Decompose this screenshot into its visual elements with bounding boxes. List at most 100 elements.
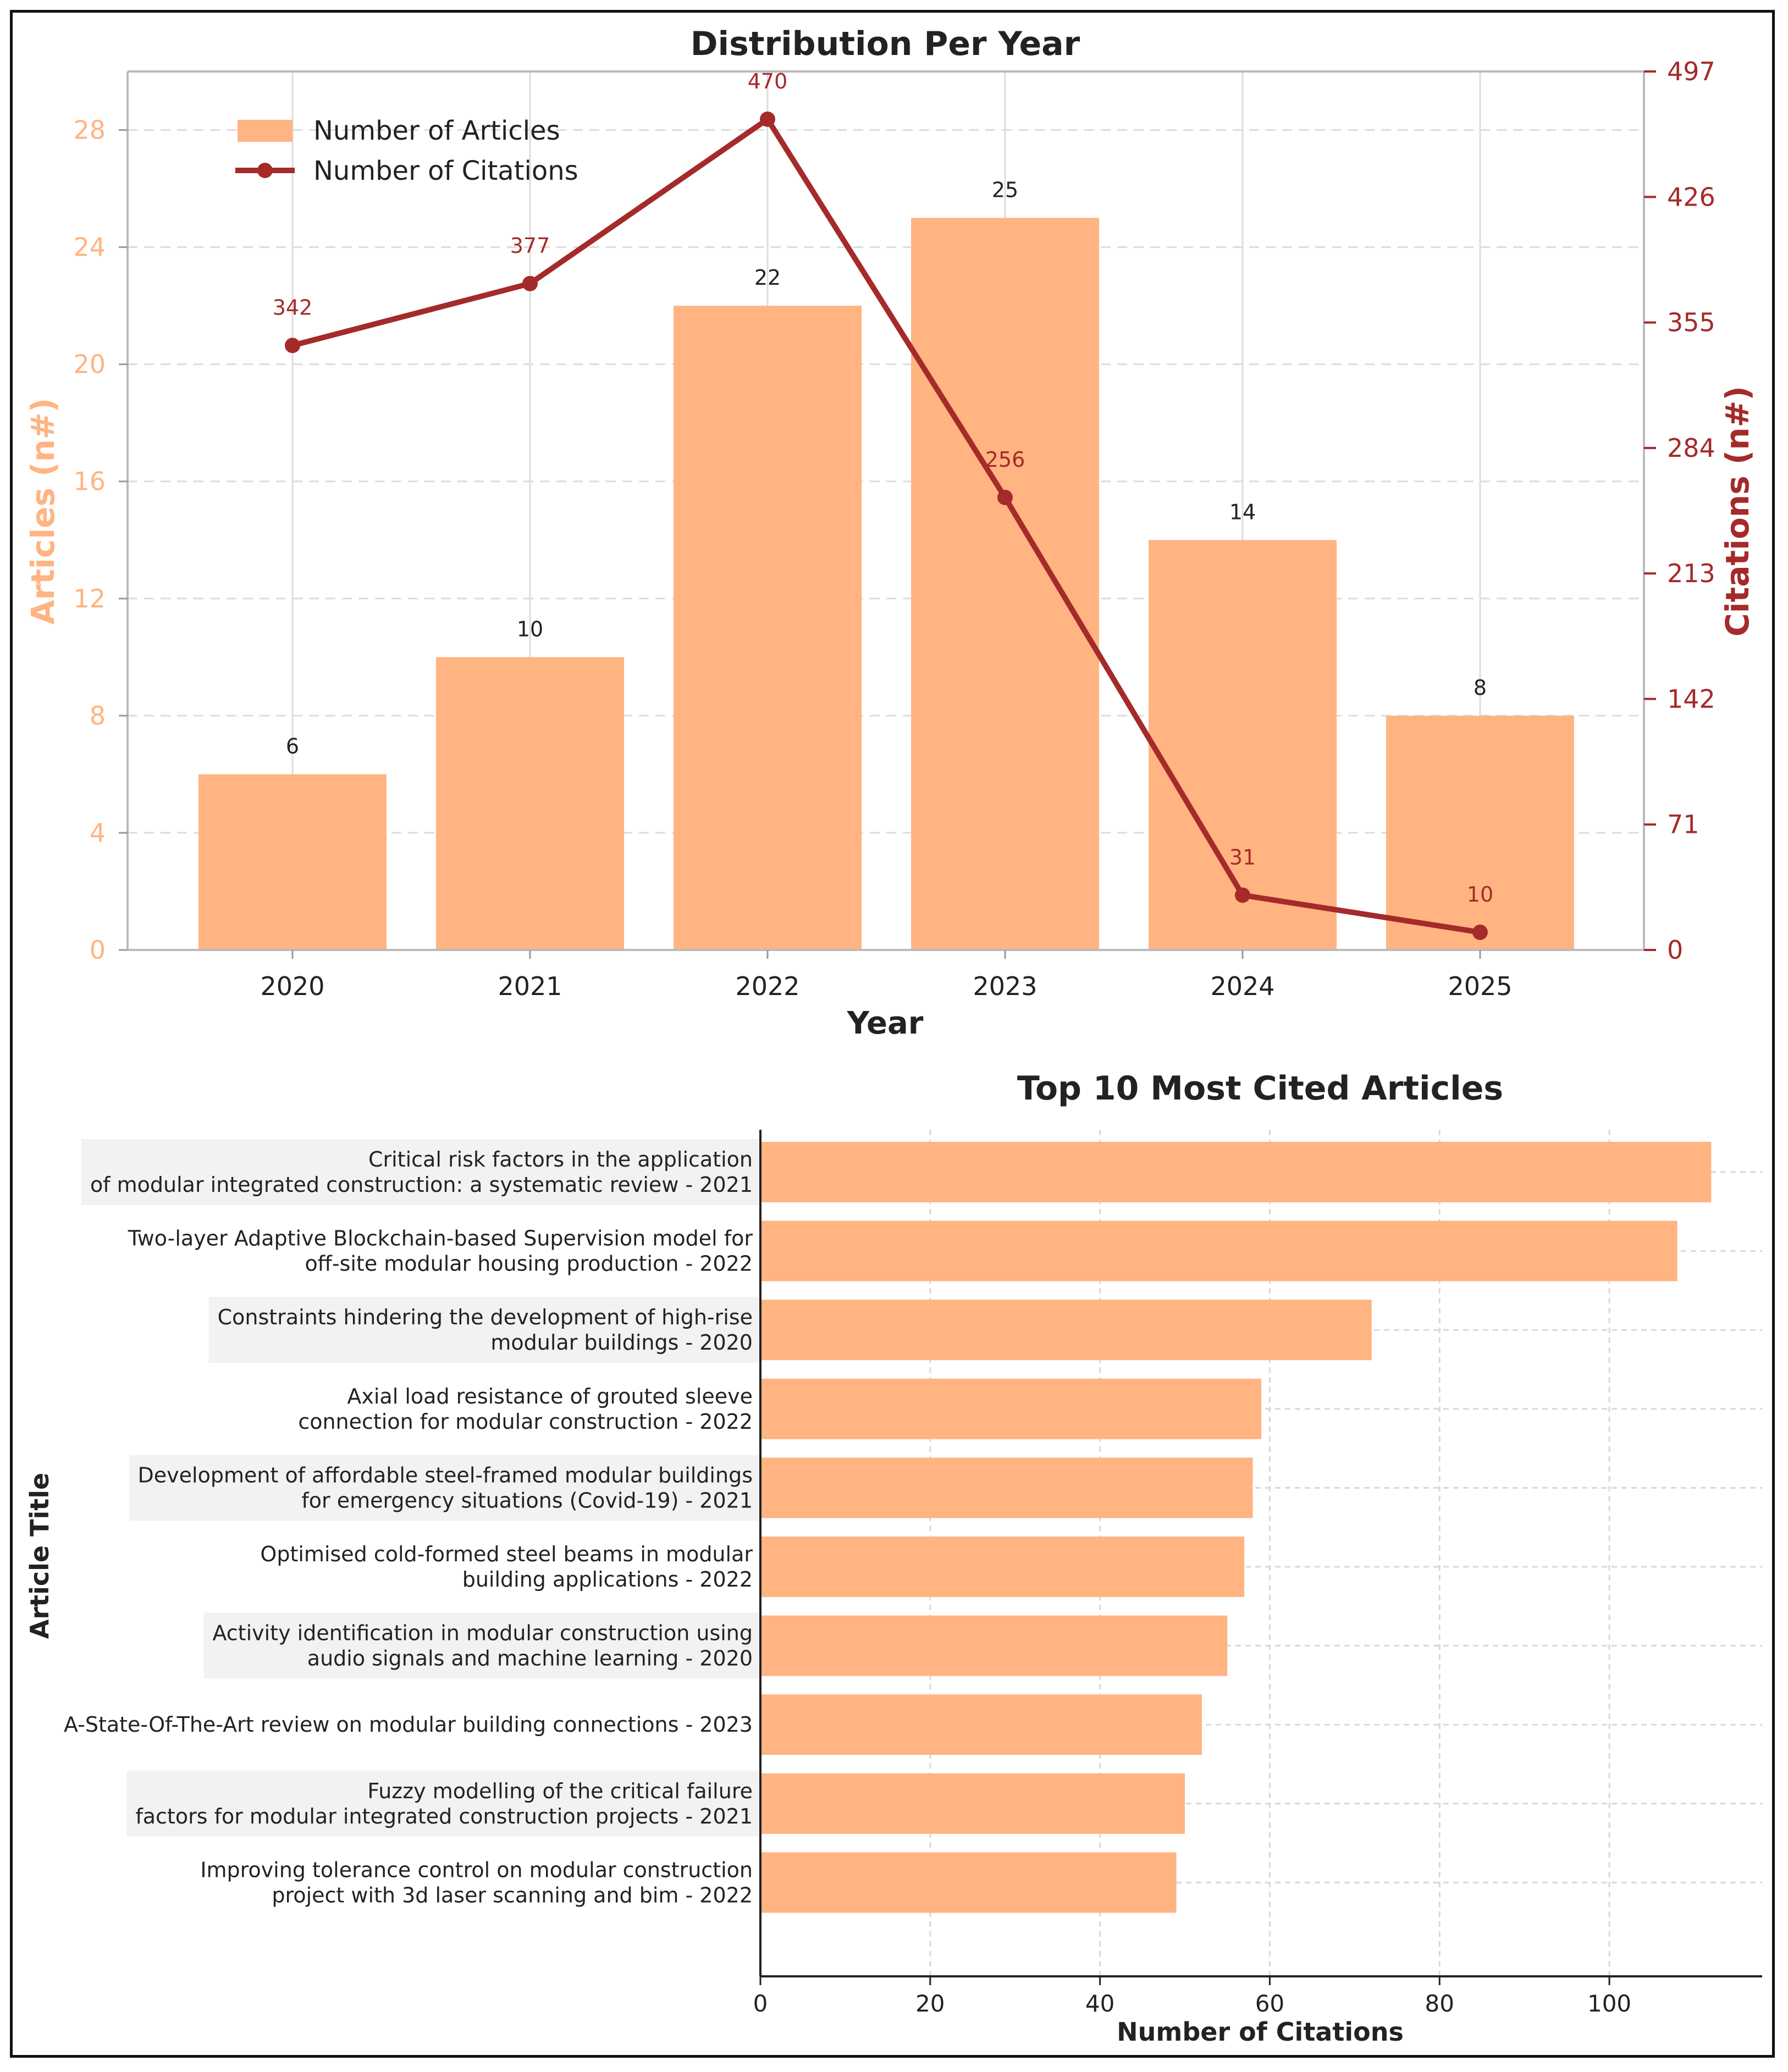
left-tick-label: 8 [90,701,106,731]
citation-point-2023 [997,489,1013,505]
article-bar-2020 [198,774,387,950]
citation-bar [760,1220,1677,1281]
citation-point-label: 31 [1229,845,1256,869]
article-title-label: Constraints hindering the development of… [218,1305,753,1355]
legend-citations-label: Number of Citations [313,156,578,186]
article-bar-label: 14 [1229,500,1256,524]
article-title-label: Optimised cold-formed steel beams in mod… [260,1542,753,1592]
citation-point-label: 342 [273,295,313,319]
x-tick-label: 2024 [1210,971,1274,1001]
article-title-label: Improving tolerance control on modular c… [200,1858,753,1907]
chart2-title: Top 10 Most Cited Articles [1017,1069,1503,1108]
legend-citations-marker [257,163,273,178]
citation-point-label: 256 [985,447,1025,472]
chart1-x-axis-label: Year [847,1005,924,1041]
x-tick-label: 2020 [260,971,324,1001]
article-bar-2022 [674,306,862,951]
citation-bar [760,1773,1185,1834]
left-tick-label: 24 [73,233,106,262]
legend-articles-swatch [238,120,293,142]
citation-bar [760,1457,1253,1518]
article-bar-label: 25 [992,178,1018,202]
article-title-label: Activity identification in modular const… [212,1621,753,1671]
citation-point-2020 [285,338,300,353]
chart2-bars [760,1142,1712,1913]
chart2-x-tick-label: 0 [753,1990,768,2017]
article-title-label: Axial load resistance of grouted sleeve c… [298,1384,753,1434]
chart2-x-tick-label: 20 [915,1990,945,2017]
right-tick-label: 0 [1667,935,1683,965]
citation-bar [760,1852,1177,1913]
chart1-right-axis-label: Citations (n#) [1719,386,1756,637]
x-tick-label: 2022 [735,971,799,1001]
chart2-x-axis-label: Number of Citations [1117,2017,1404,2047]
article-row-highlight [126,1770,760,1837]
citation-point-2025 [1472,924,1488,940]
chart1-axes [126,70,1645,951]
article-bar-2024 [1149,540,1337,950]
x-tick-label: 2021 [498,971,562,1001]
article-bar-2021 [436,657,624,950]
citation-bar [760,1694,1202,1755]
article-bar-label: 22 [754,266,781,290]
x-tick-label: 2023 [973,971,1037,1001]
chart2-x-tick-label: 40 [1085,1990,1114,2017]
citation-point-2024 [1235,887,1250,903]
chart2-ticks: 0 20 40 60 80 100 [753,1976,1631,2017]
citation-bar [760,1378,1261,1439]
citation-point-2022 [760,111,775,127]
article-title-label: Fuzzy modelling of the critical failure f… [135,1779,753,1828]
citation-bar [760,1300,1372,1361]
article-title-label: Development of affordable steel-framed m… [138,1463,753,1512]
chart2-x-tick-label: 60 [1255,1990,1284,2017]
left-tick-label: 20 [73,350,106,379]
chart2-x-tick-label: 100 [1587,1990,1631,2017]
chart2-y-axis-label: Article Title [25,1473,54,1639]
article-row-highlight [203,1612,760,1679]
right-tick-label: 355 [1667,308,1715,338]
right-tick-label: 213 [1667,559,1715,588]
chart2-axes [759,1130,1762,1977]
right-tick-label: 71 [1667,810,1699,839]
left-tick-label: 16 [73,467,106,496]
figure-frame [10,10,1775,2058]
chart1-legend: Number of Articles Number of Citations [235,115,578,186]
citation-point-label: 470 [748,69,788,93]
legend-articles-label: Number of Articles [313,115,560,146]
chart2-x-tick-label: 80 [1425,1990,1454,2017]
citation-point-2021 [522,275,538,291]
right-tick-label: 142 [1667,684,1715,714]
article-bar-label: 10 [517,617,543,641]
right-tick-label: 497 [1667,57,1715,86]
article-title-label: A-State-Of-The-Art review on modular bui… [64,1712,753,1737]
article-title-label: Critical risk factors in the application… [90,1147,753,1197]
article-bar-2023 [911,218,1099,950]
citation-point-label: 377 [510,234,550,258]
article-title-label: Two-layer Adaptive Blockchain-based Supe… [128,1226,753,1276]
left-tick-label: 0 [90,935,106,965]
article-bar-label: 6 [286,734,299,758]
article-row-highlight [81,1139,760,1205]
citation-point-label: 10 [1467,882,1493,907]
left-tick-label: 4 [90,818,106,848]
article-row-highlight [208,1297,760,1363]
chart2-row-highlights [81,1139,760,1837]
x-tick-label: 2025 [1448,971,1512,1001]
left-tick-label: 12 [73,584,106,614]
citation-bar [760,1537,1245,1597]
article-row-highlight [129,1455,760,1521]
chart1-bars: 6 10 22 25 14 8 [198,178,1574,951]
right-tick-label: 284 [1667,433,1715,463]
citation-bar [760,1142,1712,1202]
citation-line [291,116,1481,935]
chart1-left-axis-label: Articles (n#) [24,398,62,625]
chart2-article-labels: Critical risk factors in the application… [64,1147,753,1907]
right-tick-label: 426 [1667,182,1715,212]
chart1-title: Distribution Per Year [691,25,1080,63]
article-bar-label: 8 [1474,676,1487,700]
left-tick-label: 28 [73,115,106,145]
article-bar-2025 [1386,715,1574,950]
